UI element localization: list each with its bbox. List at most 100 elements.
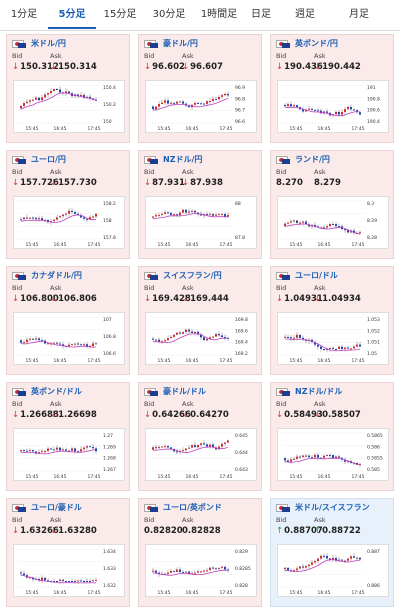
- pair-card-usd-jpy[interactable]: 米ドル/円 Bid Ask ↓150.312 ↓150.314 150.4 150…: [6, 34, 130, 143]
- bid-label: Bid: [144, 52, 155, 60]
- x-tick-label: 16:45: [318, 474, 331, 480]
- pair-name[interactable]: 英ポンド/ドル: [31, 387, 82, 396]
- y-tick-label: 106.8: [103, 334, 116, 340]
- bid-value: ↓190.436: [276, 62, 323, 72]
- candle: [38, 218, 40, 220]
- candle: [158, 447, 160, 449]
- tab-weekly[interactable]: 週足: [295, 9, 315, 20]
- pair-card-zar-jpy[interactable]: ランド/円 Bid Ask 8.270 8.279 8.3 8.29 8.28 15:…: [270, 150, 394, 259]
- candle: [152, 106, 154, 110]
- pair-name[interactable]: ユーロ/英ポンド: [163, 503, 222, 512]
- mini-candle-chart[interactable]: 1.053 1.052 1.051 1.05 15:45 16:45 17:45: [277, 312, 389, 365]
- pair-name[interactable]: ユーロ/豪ドル: [31, 503, 82, 512]
- candle: [353, 556, 355, 558]
- pair-header: NZドル/ドル: [276, 386, 389, 398]
- mini-candle-chart[interactable]: 0.645 0.644 0.643 15:45 16:45 17:45: [145, 428, 257, 481]
- candle: [287, 104, 289, 107]
- candle: [77, 451, 79, 453]
- candle: [167, 446, 169, 448]
- pair-card-eur-usd[interactable]: ユーロ/ドル Bid Ask ↓1.04931 ↓1.04934 1.053 1.…: [270, 266, 394, 375]
- candle: [71, 344, 73, 346]
- tab-1min[interactable]: 1分足: [10, 9, 38, 20]
- pair-card-nzd-usd[interactable]: NZドル/ドル Bid Ask ↓0.58493 ↓0.58507 0.5865…: [270, 382, 394, 491]
- pair-name[interactable]: スイスフラン/円: [163, 271, 222, 280]
- candle: [47, 343, 49, 345]
- pair-name[interactable]: ランド/円: [295, 155, 330, 164]
- pair-card-nzd-jpy[interactable]: NZドル/円 Bid Ask ↓87.931 ↓87.938 88 87.8 15:…: [138, 150, 262, 259]
- x-tick-label: 15:45: [26, 242, 39, 248]
- candle: [92, 216, 94, 218]
- pair-card-eur-jpy[interactable]: ユーロ/円 Bid Ask ↓157.726 ↓157.730 158.2 158…: [6, 150, 130, 259]
- pair-name[interactable]: 米ドル/円: [31, 39, 66, 48]
- flag-icon: [150, 159, 158, 164]
- pair-card-eur-aud[interactable]: ユーロ/豪ドル Bid Ask ↓1.63266 ↓1.63280 1.634 1…: [6, 498, 130, 607]
- pair-name[interactable]: 豪ドル/円: [163, 39, 198, 48]
- candle: [89, 217, 91, 220]
- mini-candle-chart[interactable]: 0.829 0.8285 0.828 15:45 16:45 17:45: [145, 544, 257, 597]
- x-tick-label: 15:45: [26, 126, 39, 132]
- arrow-down-icon: ↓: [12, 62, 20, 72]
- tab-30min[interactable]: 30分足: [152, 9, 186, 20]
- pair-name[interactable]: 豪ドル/ドル: [163, 387, 206, 396]
- pair-header: 米ドル/円: [12, 38, 125, 50]
- mini-candle-chart[interactable]: 191 190.8 190.6 190.4 15:45 16:45 17:45: [277, 80, 389, 133]
- chart-svg: 0.887 0.886 15:45 16:45 17:45: [282, 548, 380, 596]
- mini-candle-chart[interactable]: 88 87.8 15:45 16:45 17:45: [145, 196, 257, 249]
- pair-name[interactable]: カナダドル/円: [31, 271, 82, 280]
- candle: [329, 347, 331, 349]
- flag-icon: [282, 507, 290, 512]
- moving-average-line: [284, 223, 361, 235]
- pair-name[interactable]: ユーロ/ドル: [295, 271, 338, 280]
- mini-candle-chart[interactable]: 0.887 0.886 15:45 16:45 17:45: [277, 544, 389, 597]
- ask-value: 8.279: [314, 178, 341, 188]
- ask-value: ↓106.806: [50, 294, 97, 304]
- mini-candle-chart[interactable]: 1.634 1.633 1.632 15:45 16:45 17:45: [13, 544, 125, 597]
- y-tick-label: 1.269: [103, 444, 116, 450]
- candle: [224, 566, 226, 570]
- candle: [302, 566, 304, 568]
- tab-1hour[interactable]: 1時間足: [200, 9, 238, 20]
- pair-card-chf-jpy[interactable]: スイスフラン/円 Bid Ask ↓169.428 ↓169.444 169.8…: [138, 266, 262, 375]
- mini-candle-chart[interactable]: 107 106.8 106.6 15:45 16:45 17:45: [13, 312, 125, 365]
- mini-candle-chart[interactable]: 8.3 8.29 8.28 15:45 16:45 17:45: [277, 196, 389, 249]
- pair-name[interactable]: 英ポンド/円: [295, 39, 338, 48]
- x-tick-label: 15:45: [158, 126, 171, 132]
- pair-card-gbp-usd[interactable]: 英ポンド/ドル Bid Ask ↓1.26688 ↓1.26698 1.27 1.…: [6, 382, 130, 491]
- mini-candle-chart[interactable]: 0.5865 0.586 0.5855 0.585 15:45 16:45 17:45: [277, 428, 389, 481]
- pair-card-cad-jpy[interactable]: カナダドル/円 Bid Ask ↓106.800 ↓106.806 107 106…: [6, 266, 130, 375]
- bid-value: ↑0.88707: [276, 526, 323, 536]
- candle: [209, 214, 211, 216]
- candle: [326, 349, 328, 350]
- y-tick-label: 158.2: [103, 201, 116, 207]
- pair-card-usd-chf[interactable]: 米ドル/スイスフラン Bid Ask ↑0.88707 ↑0.88722 0.8…: [270, 498, 394, 607]
- candle: [152, 447, 154, 450]
- mini-candle-chart[interactable]: 96.9 96.8 96.7 96.6 15:45 16:45 17:45: [145, 80, 257, 133]
- moving-average-line: [284, 457, 361, 466]
- pair-card-aud-jpy[interactable]: 豪ドル/円 Bid Ask ↓96.602 ↓96.607 96.9 96.8 96…: [138, 34, 262, 143]
- tab-daily[interactable]: 日足: [251, 9, 271, 20]
- candle: [170, 447, 172, 449]
- mini-candle-chart[interactable]: 158.2 158 157.8 15:45 16:45 17:45: [13, 196, 125, 249]
- candle: [164, 446, 166, 448]
- x-tick-label: 16:45: [318, 358, 331, 364]
- pair-name[interactable]: NZドル/円: [163, 155, 203, 164]
- candle: [314, 224, 316, 227]
- mini-candle-chart[interactable]: 169.8 169.6 169.4 169.2 15:45 16:45 17:45: [145, 312, 257, 365]
- mini-candle-chart[interactable]: 150.4 150.2 150 15:45 16:45 17:45: [13, 80, 125, 133]
- tab-monthly[interactable]: 月足: [349, 9, 369, 20]
- candle: [317, 558, 319, 562]
- pair-name[interactable]: ユーロ/円: [31, 155, 66, 164]
- pair-card-eur-gbp[interactable]: ユーロ/英ポンド Bid Ask 0.82820 0.82828 0.829 0.…: [138, 498, 262, 607]
- x-tick-label: 16:45: [186, 126, 199, 132]
- candle: [299, 334, 301, 338]
- candle: [350, 348, 352, 350]
- bid-label: Bid: [144, 168, 155, 176]
- pair-card-aud-usd[interactable]: 豪ドル/ドル Bid Ask ↓0.64266 ↓0.64270 0.645 0.…: [138, 382, 262, 491]
- tab-15min[interactable]: 15分足: [103, 9, 137, 20]
- mini-candle-chart[interactable]: 1.27 1.269 1.268 1.267 15:45 16:45 17:45: [13, 428, 125, 481]
- pair-name[interactable]: 米ドル/スイスフラン: [295, 503, 370, 512]
- pair-name[interactable]: NZドル/ドル: [295, 387, 343, 396]
- arrow-down-icon: ↓: [12, 410, 20, 420]
- pair-card-gbp-jpy[interactable]: 英ポンド/円 Bid Ask ↓190.436 ↓190.442 191 190.…: [270, 34, 394, 143]
- tab-5min[interactable]: 5分足: [48, 0, 96, 29]
